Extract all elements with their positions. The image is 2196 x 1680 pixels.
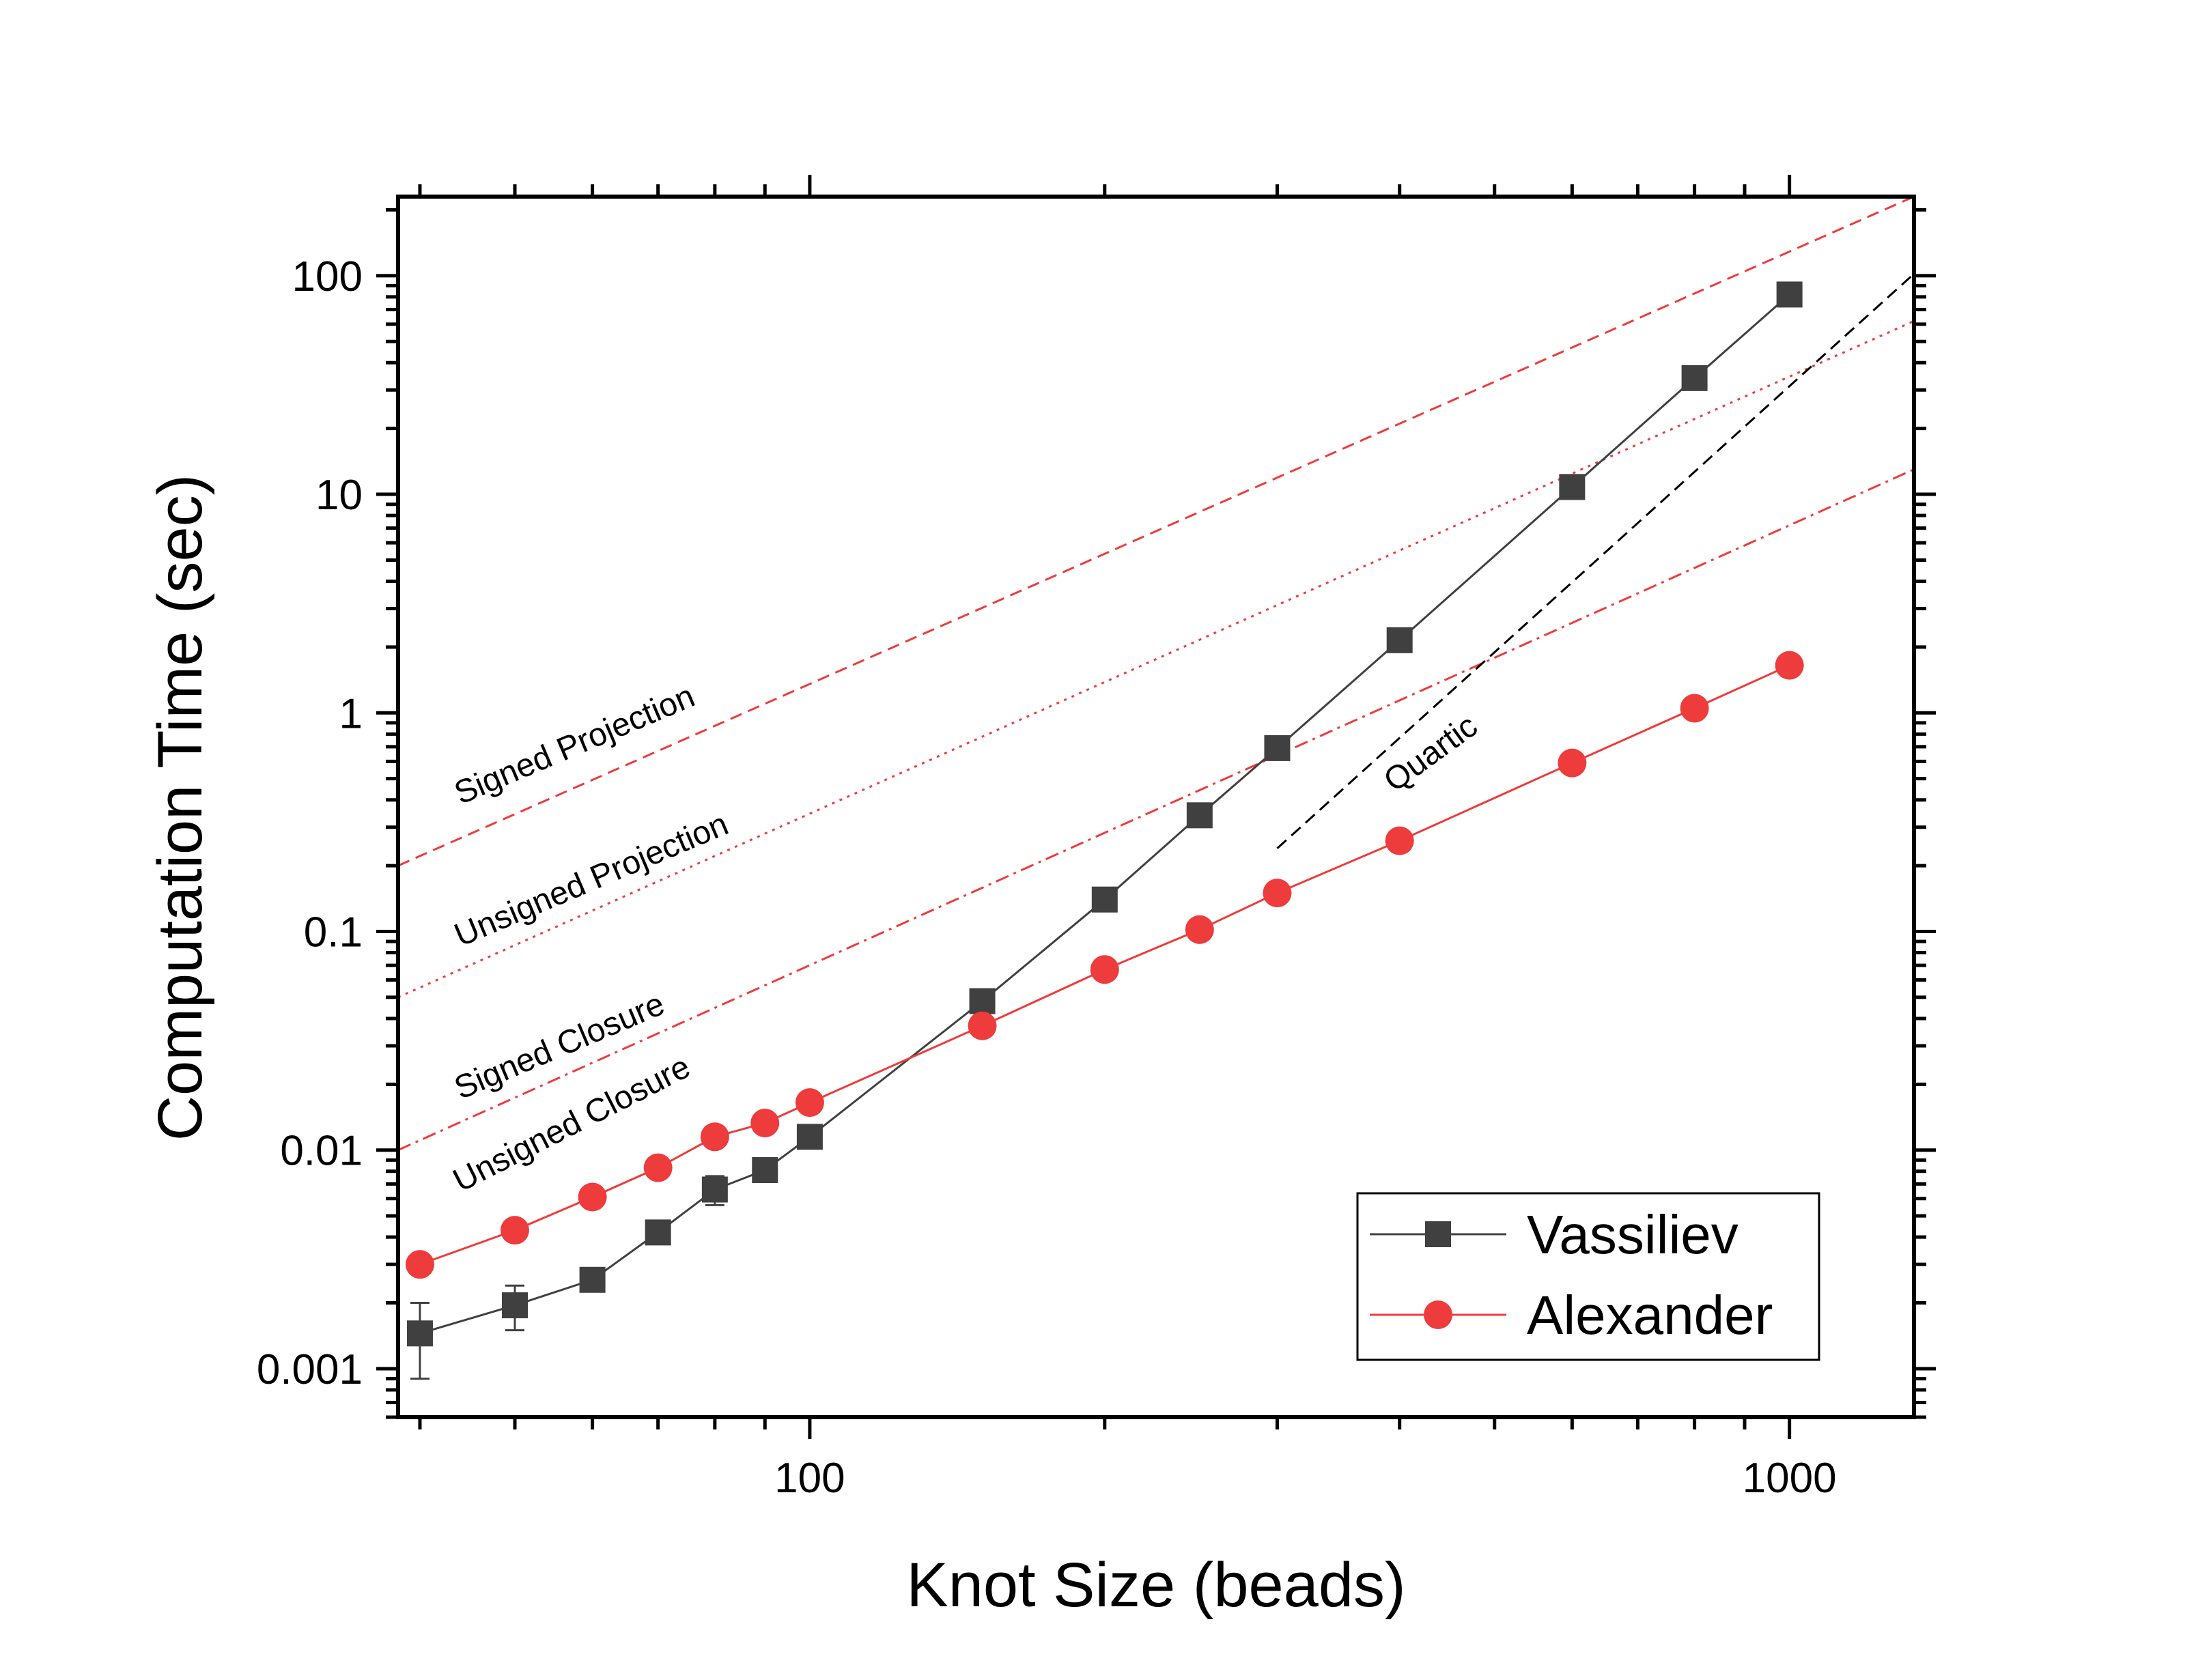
x-tick-label: 100 <box>774 1455 845 1502</box>
marker-alexander <box>1680 694 1709 723</box>
marker-alexander <box>700 1122 729 1152</box>
marker-alexander <box>1558 748 1587 778</box>
marker-vassiliev <box>406 1320 433 1347</box>
data-series <box>405 281 1804 1380</box>
marker-alexander <box>643 1153 673 1182</box>
marker-vassiliev <box>969 988 996 1014</box>
y-tick-label: 10 <box>315 472 363 519</box>
y-tick-label: 100 <box>292 253 363 300</box>
marker-alexander <box>1263 879 1292 908</box>
x-tick-label: 1000 <box>1743 1455 1837 1502</box>
marker-vassiliev <box>1386 627 1413 653</box>
reference-line-signed-projection <box>397 195 1915 867</box>
y-axis-title: Computation Time (sec) <box>145 474 215 1141</box>
reference-lines <box>397 195 1915 1152</box>
marker-alexander <box>501 1216 530 1245</box>
legend: Vassiliev Alexander <box>1356 1192 1820 1361</box>
marker-vassiliev <box>1186 802 1213 829</box>
y-tick-label: 0.001 <box>257 1346 363 1393</box>
legend-label-vassiliev: Vassiliev <box>1527 1204 1738 1265</box>
y-tick-label: 0.01 <box>280 1128 363 1175</box>
marker-alexander <box>750 1109 780 1138</box>
legend-marker-alexander <box>1424 1300 1452 1329</box>
marker-alexander <box>795 1088 824 1117</box>
tick-labels: 100 1000 0.001 0.01 0.1 1 10 100 <box>257 253 1837 1502</box>
marker-vassiliev <box>645 1219 671 1246</box>
marker-vassiliev <box>579 1266 606 1293</box>
marker-alexander <box>1385 826 1414 855</box>
marker-alexander <box>1090 955 1119 984</box>
marker-vassiliev <box>752 1157 778 1184</box>
reference-line-signed-closure <box>397 468 1915 1152</box>
marker-alexander <box>405 1250 434 1279</box>
marker-alexander <box>578 1182 607 1212</box>
marker-alexander <box>968 1011 997 1040</box>
marker-vassiliev <box>1776 281 1803 308</box>
marker-alexander <box>1775 651 1804 680</box>
marker-vassiliev <box>1559 474 1586 500</box>
marker-vassiliev <box>1264 735 1291 761</box>
y-tick-label: 1 <box>339 690 363 737</box>
legend-label-alexander: Alexander <box>1527 1285 1773 1346</box>
marker-vassiliev <box>1091 886 1118 913</box>
marker-vassiliev <box>701 1176 728 1203</box>
plot-frame <box>396 195 1916 1419</box>
marker-alexander <box>1185 915 1214 944</box>
y-tick-label: 0.1 <box>304 909 363 956</box>
reference-line-quartic <box>1276 272 1915 849</box>
legend-marker-vassiliev <box>1425 1221 1451 1247</box>
marker-vassiliev <box>502 1292 529 1319</box>
legend-box <box>1356 1192 1820 1361</box>
x-axis-title: Knot Size (beads) <box>906 1550 1405 1620</box>
reference-line-unsigned-projection <box>397 319 1915 999</box>
marker-vassiliev <box>1681 365 1708 391</box>
marker-vassiliev <box>796 1124 823 1150</box>
